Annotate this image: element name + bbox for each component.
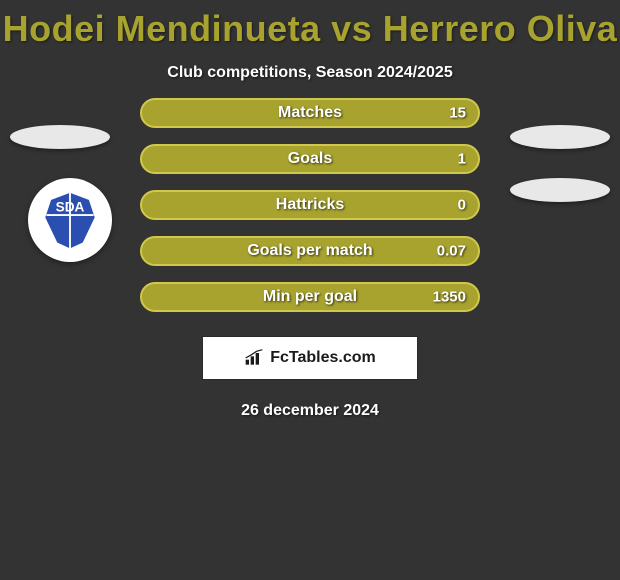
stat-value: 15 bbox=[449, 105, 466, 122]
stat-value: 0.07 bbox=[437, 243, 466, 260]
brand-box[interactable]: FcTables.com bbox=[202, 336, 418, 380]
stat-label: Hattricks bbox=[276, 196, 344, 214]
stat-row-matches: Matches 15 bbox=[140, 98, 480, 128]
player-right-badge-placeholder-1 bbox=[510, 125, 610, 149]
bar-chart-icon bbox=[244, 349, 264, 367]
player-right-badge-placeholder-2 bbox=[510, 178, 610, 202]
stat-value: 0 bbox=[458, 197, 466, 214]
stat-value: 1350 bbox=[433, 289, 466, 306]
stat-row-goals-per-match: Goals per match 0.07 bbox=[140, 236, 480, 266]
brand-label: FcTables.com bbox=[270, 349, 376, 367]
footer-date: 26 december 2024 bbox=[0, 402, 620, 420]
club-shield-icon: SDA bbox=[39, 189, 101, 251]
stat-label: Goals per match bbox=[247, 242, 372, 260]
stat-value: 1 bbox=[458, 151, 466, 168]
stat-label: Goals bbox=[288, 150, 332, 168]
stat-row-goals: Goals 1 bbox=[140, 144, 480, 174]
stat-label: Matches bbox=[278, 104, 342, 122]
player-left-badge-placeholder bbox=[10, 125, 110, 149]
page-title: Hodei Mendinueta vs Herrero Oliva bbox=[0, 0, 620, 50]
club-badge: SDA bbox=[28, 178, 112, 262]
stat-row-hattricks: Hattricks 0 bbox=[140, 190, 480, 220]
stat-label: Min per goal bbox=[263, 288, 357, 306]
club-badge-letters: SDA bbox=[56, 199, 85, 214]
subtitle: Club competitions, Season 2024/2025 bbox=[0, 64, 620, 82]
stat-row-min-per-goal: Min per goal 1350 bbox=[140, 282, 480, 312]
